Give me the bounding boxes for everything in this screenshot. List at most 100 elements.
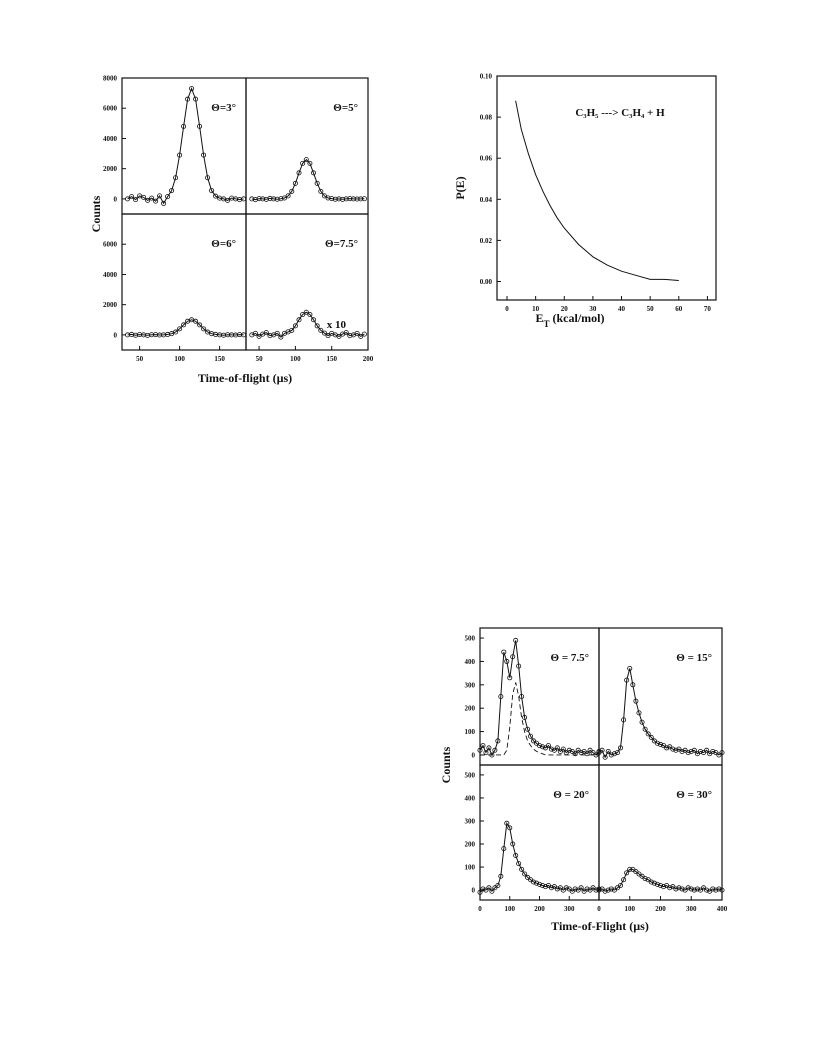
data-point <box>201 326 207 332</box>
reaction-annotation: C₃H₅ ---> C₃H₄ + H <box>575 107 665 119</box>
data-point <box>624 870 630 876</box>
data-point <box>611 751 617 757</box>
data-point <box>633 698 639 704</box>
plot-frame <box>479 764 600 901</box>
data-point <box>707 751 713 757</box>
data-point <box>281 195 287 201</box>
x-tick-label: 0 <box>505 305 509 313</box>
x-tick-label: 150 <box>326 355 337 363</box>
data-point <box>510 654 516 660</box>
y-tick-label: 200 <box>465 705 476 713</box>
data-point <box>719 887 725 893</box>
data-point <box>599 747 605 753</box>
data-point <box>361 331 367 337</box>
data-point <box>648 879 654 885</box>
data-point <box>651 880 657 886</box>
data-point <box>531 879 537 885</box>
data-point <box>318 188 324 194</box>
data-point <box>572 886 578 892</box>
data-point <box>560 746 566 752</box>
data-point <box>318 327 324 333</box>
data-point <box>608 886 614 892</box>
y-tick-label: 500 <box>465 635 476 643</box>
y-tick-label: 300 <box>465 681 476 689</box>
data-point <box>701 885 707 891</box>
data-point <box>614 750 620 756</box>
data-point <box>554 745 560 751</box>
data-point <box>263 330 269 336</box>
data-point <box>336 196 342 202</box>
data-point <box>584 751 590 757</box>
data-point <box>654 740 660 746</box>
panel-label: Θ = 30° <box>676 789 712 801</box>
data-point <box>513 853 519 859</box>
y-tick-label: 0.02 <box>480 237 493 245</box>
data-point <box>303 309 309 315</box>
data-point <box>627 866 633 872</box>
plot-frame <box>245 77 369 215</box>
data-point <box>719 750 725 756</box>
data-point <box>642 726 648 732</box>
data-point <box>516 663 522 669</box>
data-point <box>545 743 551 749</box>
data-point <box>177 326 183 332</box>
data-point <box>307 311 313 317</box>
x-tick-label: 100 <box>505 905 516 913</box>
data-point <box>701 750 707 756</box>
panel-label: Θ=6° <box>211 238 236 250</box>
x-axis-label: Time-of-Flight (µs) <box>551 919 649 933</box>
data-point <box>303 157 309 163</box>
data-point <box>189 86 195 92</box>
data-point <box>486 885 492 891</box>
data-point <box>618 745 624 751</box>
data-point <box>267 195 273 201</box>
data-point <box>627 665 633 671</box>
y-axis-label: Counts <box>439 746 453 783</box>
data-point <box>636 710 642 716</box>
data-point <box>332 196 338 202</box>
plot-frame <box>479 627 600 766</box>
y-tick-label: 300 <box>465 817 476 825</box>
data-point <box>181 123 187 129</box>
data-point <box>667 744 673 750</box>
y-tick-label: 0 <box>114 331 118 339</box>
data-point <box>260 196 266 202</box>
data-point <box>213 193 219 199</box>
data-point <box>492 747 498 753</box>
data-point <box>525 726 531 732</box>
x-tick-label: 300 <box>686 905 697 913</box>
data-point <box>489 888 495 894</box>
data-point <box>682 747 688 753</box>
data-point <box>704 747 710 753</box>
x-tick-label: 150 <box>214 355 225 363</box>
pe-curve <box>515 100 679 281</box>
data-point <box>274 330 280 336</box>
data-point <box>593 887 599 893</box>
data-point <box>343 196 349 202</box>
data-point <box>688 886 694 892</box>
data-point <box>563 885 569 891</box>
y-tick-label: 8000 <box>103 75 118 83</box>
data-point <box>498 694 504 700</box>
data-point <box>661 743 667 749</box>
data-point <box>611 887 617 893</box>
data-point <box>354 196 360 202</box>
data-point <box>516 861 522 867</box>
data-point <box>507 675 513 681</box>
data-point <box>133 197 139 203</box>
panel-label: Θ = 20° <box>553 789 589 801</box>
data-point <box>347 196 353 202</box>
y-tick-label: 0.10 <box>480 73 493 81</box>
fit-curve <box>127 87 244 205</box>
y-tick-label: 4000 <box>103 271 118 279</box>
data-point <box>685 750 691 756</box>
x-tick-label: 100 <box>290 355 301 363</box>
data-point <box>173 175 179 181</box>
x-tick-label: 10 <box>532 305 540 313</box>
data-point <box>691 887 697 893</box>
x-tick-label: 40 <box>618 305 626 313</box>
data-point <box>169 331 175 337</box>
data-point <box>205 329 211 335</box>
data-point <box>602 754 608 760</box>
y-tick-label: 100 <box>465 864 476 872</box>
